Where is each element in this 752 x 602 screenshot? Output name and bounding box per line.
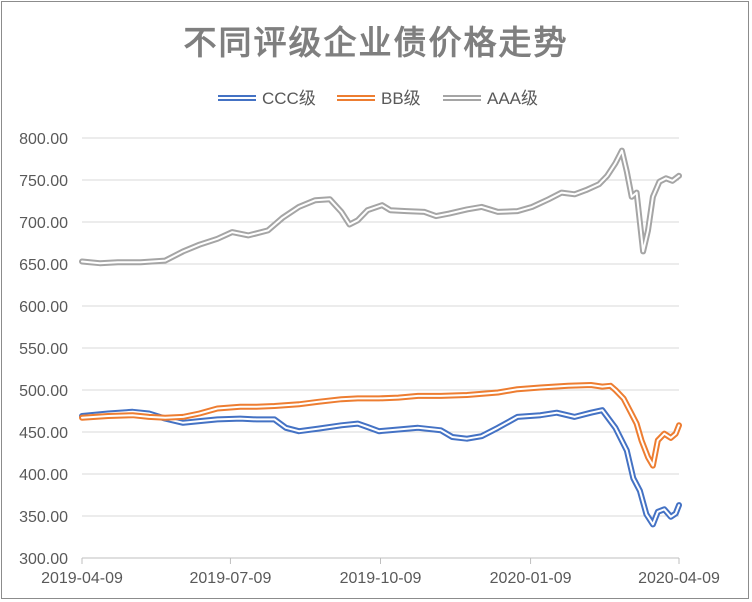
series-line-core-2 (81, 384, 680, 467)
y-tick-label: 700.00 (19, 215, 68, 232)
x-tick-label: 2020-01-09 (490, 570, 572, 587)
y-tick-label: 350.00 (19, 509, 68, 526)
y-tick-label: 550.00 (19, 341, 68, 358)
x-tick-label: 2019-07-09 (190, 570, 272, 587)
y-tick-label: 500.00 (19, 383, 68, 400)
legend-label: BB级 (381, 89, 421, 108)
series-2 (79, 382, 682, 469)
legend-label: AAA级 (487, 89, 538, 108)
y-tick-label: 750.00 (19, 173, 68, 190)
legend-label: CCC级 (262, 89, 316, 108)
series-1 (79, 407, 682, 528)
plot-area (79, 147, 682, 528)
x-tick-label: 2019-04-09 (41, 570, 123, 587)
y-tick-label: 600.00 (19, 299, 68, 316)
y-axis: 800.00 750.00 700.00 650.00 600.00 550.00 500.… (19, 131, 68, 568)
chart-title: 不同评级企业债价格走势 (184, 24, 569, 61)
series-line-core-1 (81, 409, 680, 526)
series-line-3 (79, 147, 682, 267)
y-tick-label: 650.00 (19, 257, 68, 274)
x-tick-label: 2020-04-09 (638, 570, 720, 587)
y-tick-label: 450.00 (19, 425, 68, 442)
grid-lines (82, 137, 679, 517)
legend: CCC级 BB级 AAA级 (218, 89, 538, 108)
series-line-2 (79, 382, 682, 469)
series-line-core-3 (81, 149, 680, 265)
x-tick-label: 2019-10-09 (340, 570, 422, 587)
x-axis: 2019-04-09 2019-07-09 2019-10-09 2020-01-09… (41, 557, 720, 587)
series-line-1 (79, 407, 682, 528)
y-tick-label: 400.00 (19, 467, 68, 484)
y-tick-label: 800.00 (19, 131, 68, 148)
y-tick-label: 300.00 (19, 551, 68, 568)
series-3 (79, 147, 682, 267)
